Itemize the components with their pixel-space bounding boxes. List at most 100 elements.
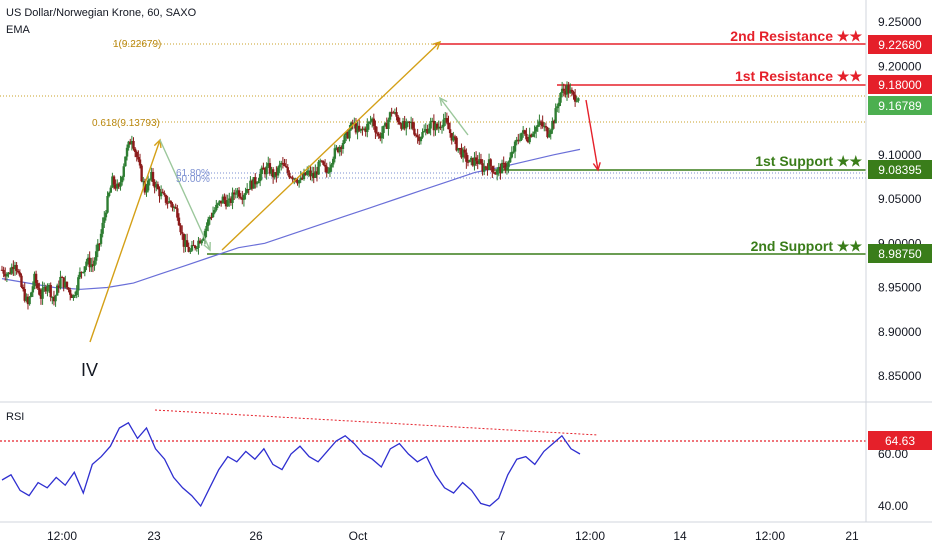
candle-body: [330, 164, 333, 168]
candle-body: [570, 89, 574, 92]
price-tick-label: 8.95000: [878, 281, 922, 295]
candle-body: [513, 141, 517, 152]
candle-body: [400, 124, 403, 129]
candle-body: [306, 170, 309, 175]
candle-body: [172, 207, 176, 209]
candle-body: [379, 135, 382, 139]
candle-body: [385, 123, 388, 129]
badge-2nd-support-bg: [868, 244, 932, 263]
candle-body: [129, 141, 132, 145]
candle-body: [21, 287, 25, 290]
candle-body: [398, 122, 401, 125]
badge-last-price-value: 9.16789: [878, 99, 922, 113]
candle-body: [54, 295, 57, 302]
candle-body: [73, 294, 77, 296]
candle-body: [278, 164, 281, 168]
candle-body: [327, 172, 330, 174]
ema-indicator-label[interactable]: EMA: [6, 24, 31, 36]
candle-body: [213, 210, 216, 213]
candle-body: [237, 190, 241, 197]
candle-body: [512, 151, 515, 153]
candle-body: [125, 147, 129, 157]
candle-body: [338, 146, 341, 153]
candle-body: [325, 166, 328, 173]
candle-body: [163, 192, 166, 195]
candle-body: [127, 141, 130, 148]
fib-half-label: 50.00%: [176, 174, 210, 185]
candle-body: [359, 128, 363, 131]
candle-body: [57, 285, 61, 288]
candle-body: [508, 157, 512, 163]
candle-body: [221, 196, 225, 204]
candle-body: [521, 130, 525, 133]
candle-body: [312, 173, 315, 178]
candle-body: [520, 132, 523, 140]
candle-body: [458, 148, 462, 150]
candle-body: [369, 121, 372, 123]
candle-body: [187, 246, 190, 252]
candle-body: [289, 177, 293, 179]
candle-body: [99, 233, 103, 244]
rsi-divergence-line: [154, 409, 599, 436]
candle-body: [271, 169, 275, 178]
candle-body: [504, 163, 507, 170]
candle-body: [156, 184, 160, 189]
candle-body: [366, 123, 369, 133]
candle-body: [2, 269, 5, 274]
candle-body: [466, 161, 470, 163]
candle-body: [252, 177, 255, 189]
candle-body: [396, 116, 400, 123]
candle-body: [544, 126, 548, 128]
candle-body: [88, 257, 91, 268]
candle-body: [351, 122, 354, 124]
candle-body: [437, 126, 440, 129]
candle-body: [525, 133, 528, 140]
candle-body: [336, 147, 340, 153]
candle-body: [383, 123, 387, 126]
candle-body: [260, 167, 263, 174]
candle-body: [280, 162, 283, 165]
candle-body: [310, 173, 314, 177]
candle-body: [500, 162, 504, 174]
rsi-tick-label: 40.00: [878, 499, 908, 513]
candle-body: [34, 273, 38, 284]
price-tick-label: 9.05000: [878, 192, 922, 206]
candle-body: [518, 139, 522, 141]
candle-body: [4, 273, 7, 277]
candle-body: [65, 281, 69, 288]
candle-body: [440, 126, 444, 128]
candle-body: [546, 127, 549, 138]
candle-body: [67, 287, 70, 290]
time-tick-label: 26: [249, 529, 263, 543]
candle-body: [12, 266, 15, 270]
symbol-title[interactable]: US Dollar/Norwegian Krone, 60, SAXO: [6, 7, 197, 19]
candle-body: [159, 191, 163, 197]
rsi-label[interactable]: RSI: [6, 411, 24, 423]
candle-body: [293, 178, 296, 180]
candle-body: [98, 243, 101, 245]
candle-body: [395, 112, 398, 117]
candle-body: [15, 264, 18, 271]
candle-body: [46, 286, 49, 292]
candle-body: [463, 149, 466, 153]
candle-body: [343, 135, 346, 143]
candle-body: [421, 132, 424, 138]
candle-body: [101, 222, 104, 234]
candle-body: [75, 290, 78, 295]
candle-body: [244, 192, 247, 196]
candle-body: [228, 198, 231, 201]
candle-body: [332, 158, 335, 165]
candle-body: [52, 296, 56, 302]
candle-body: [181, 232, 184, 234]
candle-body: [174, 207, 177, 209]
wave-arrow-up-1: [89, 139, 161, 343]
candle-body: [216, 203, 220, 205]
candle-body: [455, 137, 458, 151]
candle-body: [86, 257, 90, 262]
candle-body: [523, 130, 526, 134]
levels-layer: [207, 43, 866, 255]
wave-arrow-up-3-head: [439, 96, 448, 106]
candle-body: [491, 166, 494, 173]
candle-body: [494, 172, 497, 175]
rsi-line[interactable]: [1, 421, 581, 508]
